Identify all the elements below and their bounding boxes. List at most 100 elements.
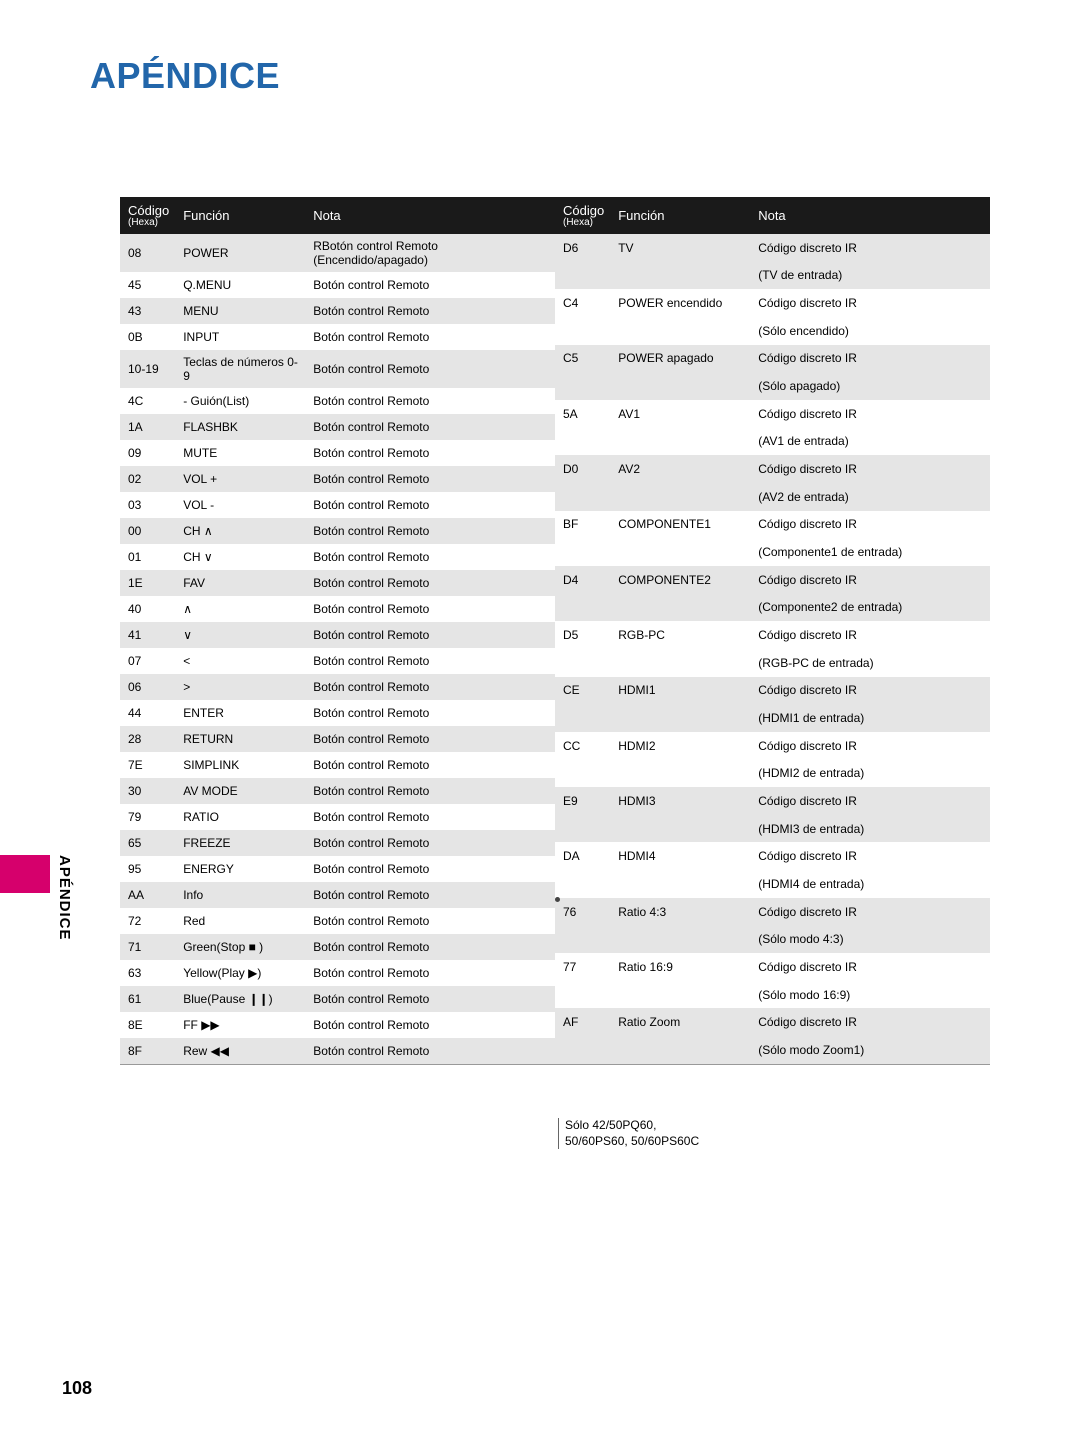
cell-func bbox=[610, 649, 750, 677]
cell-code: 0B bbox=[120, 324, 175, 350]
cell-func: ∧ bbox=[175, 596, 305, 622]
cell-note: Código discreto IR bbox=[750, 566, 990, 594]
cell-func bbox=[610, 483, 750, 511]
cell-func: HDMI4 bbox=[610, 842, 750, 870]
table-row: 30AV MODEBotón control Remoto bbox=[120, 778, 555, 804]
cell-note: Botón control Remoto bbox=[305, 960, 555, 986]
cell-code: 44 bbox=[120, 700, 175, 726]
cell-code: 4C bbox=[120, 388, 175, 414]
cell-code bbox=[555, 317, 610, 345]
cell-note: Botón control Remoto bbox=[305, 726, 555, 752]
cell-func: POWER apagado bbox=[610, 345, 750, 373]
th-note: Nota bbox=[750, 197, 990, 234]
cell-code bbox=[555, 538, 610, 566]
side-label: APÉNDICE bbox=[56, 855, 73, 941]
cell-func: Teclas de números 0-9 bbox=[175, 350, 305, 388]
cell-note: Botón control Remoto bbox=[305, 986, 555, 1012]
table-row: (Sólo modo 16:9) bbox=[555, 981, 990, 1009]
table-row: 79RATIOBotón control Remoto bbox=[120, 804, 555, 830]
cell-code: 79 bbox=[120, 804, 175, 830]
cell-code: CC bbox=[555, 732, 610, 760]
cell-note: Código discreto IR bbox=[750, 1008, 990, 1036]
cell-note: Botón control Remoto bbox=[305, 648, 555, 674]
cell-note: Botón control Remoto bbox=[305, 622, 555, 648]
cell-note: (RGB-PC de entrada) bbox=[750, 649, 990, 677]
table-row: 07<Botón control Remoto bbox=[120, 648, 555, 674]
th-note: Nota bbox=[305, 197, 555, 234]
cell-code: 95 bbox=[120, 856, 175, 882]
th-code: Código(Hexa) bbox=[120, 197, 175, 234]
cell-code bbox=[555, 372, 610, 400]
cell-code: 8E bbox=[120, 1012, 175, 1038]
table-row: (Sólo apagado) bbox=[555, 372, 990, 400]
cell-note: (Sólo modo Zoom1) bbox=[750, 1036, 990, 1064]
table-row: C4POWER encendidoCódigo discreto IR bbox=[555, 289, 990, 317]
cell-func: Green(Stop ■ ) bbox=[175, 934, 305, 960]
cell-note: (HDMI4 de entrada) bbox=[750, 870, 990, 898]
cell-code: CE bbox=[555, 677, 610, 705]
table-row: 28RETURNBotón control Remoto bbox=[120, 726, 555, 752]
table-row: (Sólo modo 4:3) bbox=[555, 925, 990, 953]
cell-note: (HDMI3 de entrada) bbox=[750, 815, 990, 843]
cell-note: Botón control Remoto bbox=[305, 908, 555, 934]
footnote-marker bbox=[555, 897, 560, 902]
cell-note: Botón control Remoto bbox=[305, 388, 555, 414]
cell-func bbox=[610, 925, 750, 953]
cell-func: CH ∧ bbox=[175, 518, 305, 544]
cell-note: (Componente1 de entrada) bbox=[750, 538, 990, 566]
cell-func: RGB-PC bbox=[610, 621, 750, 649]
cell-func: INPUT bbox=[175, 324, 305, 350]
cell-func bbox=[610, 594, 750, 622]
cell-func: POWER encendido bbox=[610, 289, 750, 317]
cell-note: Código discreto IR bbox=[750, 289, 990, 317]
table-row: (HDMI4 de entrada) bbox=[555, 870, 990, 898]
cell-note: Botón control Remoto bbox=[305, 882, 555, 908]
cell-note: Botón control Remoto bbox=[305, 544, 555, 570]
cell-code: BF bbox=[555, 511, 610, 539]
cell-code: AA bbox=[120, 882, 175, 908]
table-row: 10-19Teclas de números 0-9Botón control … bbox=[120, 350, 555, 388]
table-row: E9HDMI3Código discreto IR bbox=[555, 787, 990, 815]
cell-func bbox=[610, 372, 750, 400]
cell-code: D5 bbox=[555, 621, 610, 649]
cell-note: Código discreto IR bbox=[750, 234, 990, 262]
cell-func: COMPONENTE2 bbox=[610, 566, 750, 594]
table-row: 63Yellow(Play ▶)Botón control Remoto bbox=[120, 960, 555, 986]
cell-note: Botón control Remoto bbox=[305, 674, 555, 700]
cell-func: VOL - bbox=[175, 492, 305, 518]
cell-func: MENU bbox=[175, 298, 305, 324]
table-row: 01CH ∨Botón control Remoto bbox=[120, 544, 555, 570]
cell-note: Botón control Remoto bbox=[305, 934, 555, 960]
table-row: (AV2 de entrada) bbox=[555, 483, 990, 511]
cell-code: 01 bbox=[120, 544, 175, 570]
cell-code bbox=[555, 649, 610, 677]
right-table: Código(Hexa) Función Nota D6TVCódigo dis… bbox=[555, 197, 990, 1065]
cell-func: Yellow(Play ▶) bbox=[175, 960, 305, 986]
cell-code: 30 bbox=[120, 778, 175, 804]
th-code: Código(Hexa) bbox=[555, 197, 610, 234]
table-row: (RGB-PC de entrada) bbox=[555, 649, 990, 677]
table-row: D0AV2Código discreto IR bbox=[555, 455, 990, 483]
cell-func bbox=[610, 262, 750, 290]
cell-note: Código discreto IR bbox=[750, 455, 990, 483]
cell-code: 07 bbox=[120, 648, 175, 674]
table-row: D4COMPONENTE2Código discreto IR bbox=[555, 566, 990, 594]
cell-func: Ratio 4:3 bbox=[610, 898, 750, 926]
cell-code: 63 bbox=[120, 960, 175, 986]
cell-note: Botón control Remoto bbox=[305, 492, 555, 518]
table-row: (Componente2 de entrada) bbox=[555, 594, 990, 622]
cell-code: 43 bbox=[120, 298, 175, 324]
cell-code bbox=[555, 870, 610, 898]
table-row: 44ENTERBotón control Remoto bbox=[120, 700, 555, 726]
cell-note: Código discreto IR bbox=[750, 953, 990, 981]
cell-func: - Guión(List) bbox=[175, 388, 305, 414]
table-row: 41∨Botón control Remoto bbox=[120, 622, 555, 648]
cell-code: 76 bbox=[555, 898, 610, 926]
cell-note: (Sólo apagado) bbox=[750, 372, 990, 400]
cell-code: 28 bbox=[120, 726, 175, 752]
page-number: 108 bbox=[62, 1378, 92, 1399]
cell-code: 45 bbox=[120, 272, 175, 298]
table-row: AFRatio ZoomCódigo discreto IR bbox=[555, 1008, 990, 1036]
cell-code bbox=[555, 483, 610, 511]
table-row: (HDMI1 de entrada) bbox=[555, 704, 990, 732]
